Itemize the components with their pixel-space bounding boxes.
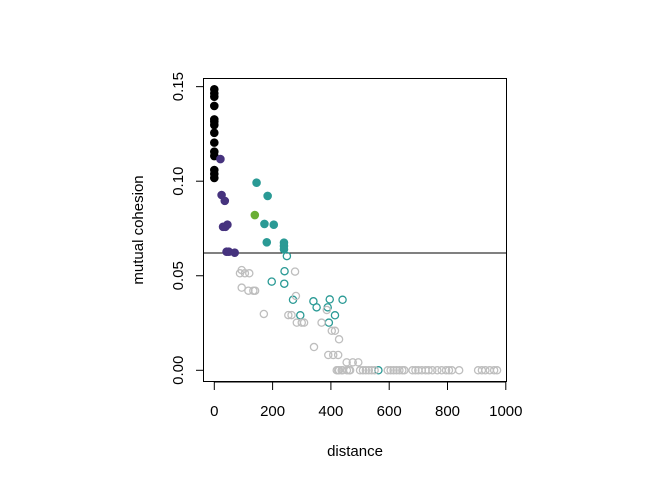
data-point bbox=[481, 366, 490, 375]
x-tick-label: 200 bbox=[260, 403, 285, 420]
data-point bbox=[245, 269, 254, 278]
data-point bbox=[355, 366, 365, 375]
data-point bbox=[492, 366, 502, 375]
data-point bbox=[240, 269, 250, 278]
x-tick-label: 0 bbox=[210, 403, 218, 420]
data-point bbox=[358, 366, 368, 375]
data-point bbox=[400, 366, 409, 375]
data-point bbox=[262, 237, 272, 247]
data-point bbox=[348, 358, 358, 367]
data-point bbox=[386, 366, 395, 375]
x-tick-label: 600 bbox=[377, 403, 402, 420]
data-point bbox=[332, 366, 341, 375]
data-point bbox=[325, 295, 334, 304]
data-point bbox=[428, 366, 437, 375]
y-axis: 0.00 0.05 0.10 0.15 bbox=[170, 72, 204, 385]
data-point bbox=[269, 220, 279, 229]
data-point bbox=[395, 366, 404, 375]
data-point bbox=[324, 318, 334, 327]
data-point bbox=[260, 219, 269, 229]
x-axis-label: distance bbox=[327, 443, 383, 460]
data-point bbox=[210, 128, 219, 138]
data-point bbox=[237, 283, 246, 292]
data-point bbox=[489, 366, 499, 375]
data-point bbox=[291, 291, 301, 301]
x-tick-label: 800 bbox=[435, 403, 460, 420]
data-point bbox=[370, 366, 379, 375]
data-point bbox=[322, 305, 332, 315]
data-point bbox=[408, 366, 417, 375]
data-point bbox=[210, 173, 219, 183]
data-point bbox=[367, 366, 376, 375]
data-point bbox=[290, 267, 300, 276]
data-point bbox=[263, 191, 272, 201]
data-point bbox=[296, 311, 305, 320]
data-point bbox=[477, 366, 487, 375]
data-point bbox=[210, 120, 219, 130]
data-point bbox=[334, 335, 344, 344]
data-point bbox=[297, 318, 306, 327]
y-tick-label: 0.00 bbox=[170, 356, 187, 385]
data-point bbox=[354, 358, 363, 367]
y-axis-label: mutual cohesion bbox=[130, 175, 147, 284]
data-point bbox=[338, 295, 347, 305]
data-point bbox=[342, 358, 351, 367]
data-point bbox=[250, 210, 260, 220]
data-point bbox=[389, 366, 398, 375]
data-point bbox=[364, 366, 374, 375]
data-point bbox=[330, 326, 340, 336]
points bbox=[210, 84, 502, 375]
data-point bbox=[267, 277, 276, 286]
data-point bbox=[259, 309, 269, 319]
data-point bbox=[280, 279, 289, 288]
data-point bbox=[210, 101, 219, 111]
data-point bbox=[309, 342, 319, 352]
data-point bbox=[284, 310, 293, 320]
x-tick-label: 1000 bbox=[489, 403, 522, 420]
data-point bbox=[444, 366, 454, 375]
data-point bbox=[282, 251, 292, 261]
data-point bbox=[392, 366, 401, 375]
data-point bbox=[223, 220, 232, 229]
data-point bbox=[328, 350, 338, 360]
plot-box bbox=[203, 78, 507, 382]
data-point bbox=[210, 138, 219, 147]
y-tick-label: 0.05 bbox=[170, 261, 187, 290]
data-point bbox=[330, 311, 340, 320]
data-point bbox=[411, 366, 420, 375]
data-point bbox=[299, 318, 309, 327]
y-tick-label: 0.10 bbox=[170, 167, 187, 196]
data-point bbox=[220, 196, 230, 206]
data-point bbox=[230, 248, 240, 257]
data-point bbox=[433, 366, 442, 375]
data-point bbox=[210, 92, 219, 101]
x-tick-label: 400 bbox=[318, 403, 343, 420]
data-point bbox=[334, 366, 344, 375]
data-point bbox=[216, 154, 225, 164]
data-point bbox=[317, 318, 326, 327]
data-point bbox=[345, 366, 355, 375]
data-point bbox=[342, 366, 352, 375]
data-point bbox=[312, 303, 321, 312]
data-point bbox=[424, 366, 433, 375]
data-point bbox=[235, 269, 245, 278]
data-point bbox=[250, 286, 260, 295]
data-point bbox=[287, 310, 296, 320]
data-point bbox=[454, 366, 464, 375]
data-point bbox=[280, 266, 289, 276]
data-point bbox=[327, 326, 337, 336]
data-point bbox=[361, 366, 371, 375]
data-point bbox=[333, 350, 343, 360]
data-point bbox=[324, 350, 333, 360]
y-tick-label: 0.15 bbox=[170, 72, 187, 101]
x-axis: 0 200 400 600 800 1000 bbox=[210, 381, 522, 420]
data-point bbox=[383, 366, 392, 375]
data-point bbox=[252, 178, 261, 188]
data-point bbox=[441, 366, 451, 375]
